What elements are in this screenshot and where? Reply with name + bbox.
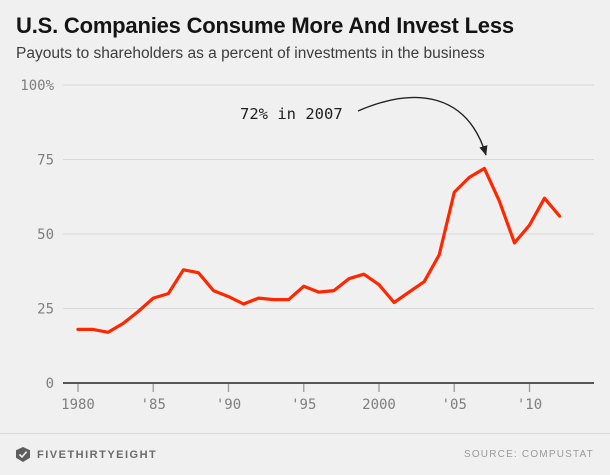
grid-lines bbox=[63, 84, 594, 385]
x-tick-label: 2000 bbox=[362, 397, 396, 413]
chart-svg: 0 25 50 75 100% 1980 '85 '90 '95 2000 '05 '10 72% … bbox=[20, 78, 594, 413]
footer: FIVETHIRTYEIGHT SOURCE: COMPUSTAT bbox=[0, 433, 610, 475]
source-label: SOURCE: COMPUSTAT bbox=[463, 449, 594, 460]
chart-header: U.S. Companies Consume More And Invest L… bbox=[0, 0, 610, 63]
x-axis: 1980 '85 '90 '95 2000 '05 '10 bbox=[61, 384, 542, 413]
payout-ratio-line bbox=[76, 167, 562, 335]
chart-subtitle: Payouts to shareholders as a percent of … bbox=[16, 45, 485, 62]
x-tick-label: '10 bbox=[517, 397, 542, 413]
x-tick-label: 1980 bbox=[61, 397, 95, 413]
fivethirtyeight-brand: FIVETHIRTYEIGHT bbox=[16, 447, 157, 462]
y-tick-label: 75 bbox=[37, 153, 54, 169]
y-tick-label: 25 bbox=[37, 302, 54, 318]
data-series bbox=[76, 167, 562, 335]
y-tick-label: 0 bbox=[46, 376, 54, 392]
x-tick-label: '90 bbox=[216, 397, 241, 413]
fivethirtyeight-logo-icon bbox=[16, 447, 30, 462]
chart-area: 0 25 50 75 100% 1980 '85 '90 '95 2000 '05 '10 72% … bbox=[0, 67, 610, 416]
y-axis-labels: 0 25 50 75 100% bbox=[20, 78, 54, 392]
x-tick-label: '85 bbox=[141, 397, 166, 413]
annotation-text: 72% in 2007 bbox=[240, 105, 343, 123]
x-tick-label: '95 bbox=[291, 397, 316, 413]
brand-label: FIVETHIRTYEIGHT bbox=[37, 448, 158, 461]
x-tick-label: '05 bbox=[442, 397, 467, 413]
y-tick-label: 100% bbox=[20, 78, 54, 94]
chart-title: U.S. Companies Consume More And Invest L… bbox=[16, 13, 514, 38]
annotation-arrow bbox=[357, 97, 488, 157]
y-tick-label: 50 bbox=[37, 227, 54, 243]
